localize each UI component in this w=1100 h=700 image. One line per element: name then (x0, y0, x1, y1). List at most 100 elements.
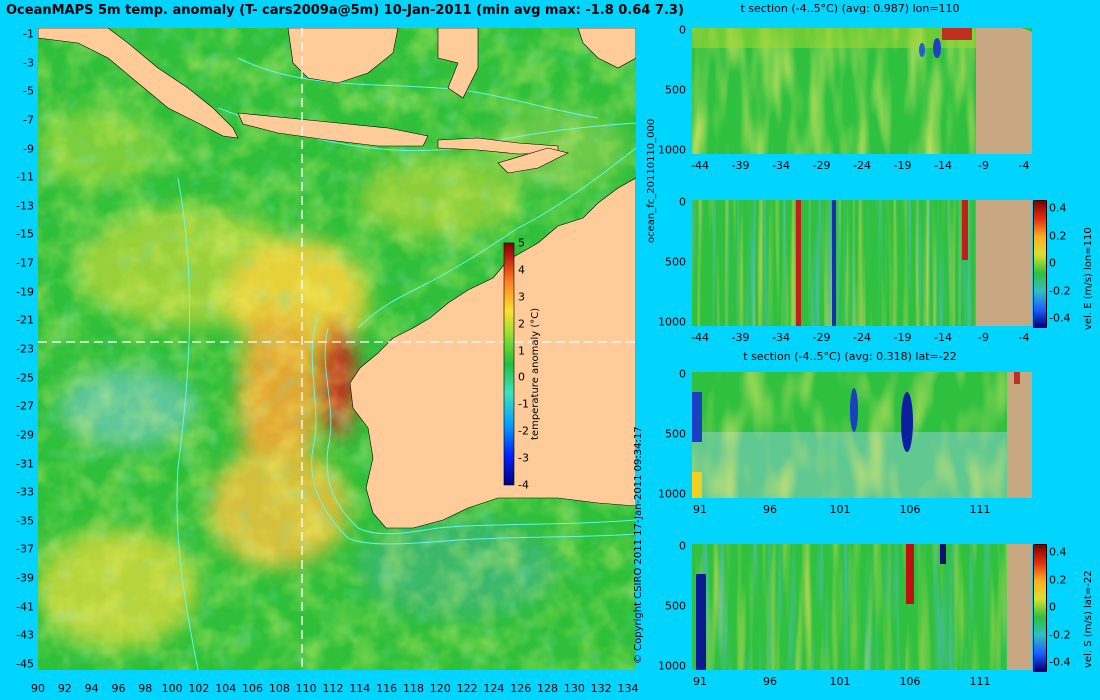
depth-tick-label: 500 (665, 83, 686, 97)
map-colorbar-label: temperature anomaly (°C) (530, 307, 541, 440)
lon-tick-label: 108 (268, 682, 290, 695)
section-x-tick-label: -44 (691, 159, 709, 172)
lat-tick-label: -5 (23, 84, 34, 98)
velocity-colorbar-tick: -0.2 (1049, 628, 1071, 641)
section-x-tick-label: -14 (934, 159, 952, 172)
temperature-anomaly-map (38, 28, 636, 670)
depth-tick-label: 1000 (658, 487, 686, 501)
land (38, 28, 636, 529)
lon-tick-label: 130 (563, 682, 585, 695)
section-x-tick-label: 96 (763, 675, 777, 688)
section-x-tick-label: -19 (893, 331, 912, 344)
lat-tick-label: -19 (16, 285, 34, 299)
lon-tick-label: 128 (537, 682, 559, 695)
section-x-tick-label: -39 (731, 331, 750, 344)
lon-tick-label: 96 (111, 682, 126, 695)
colorbar-tick-label: -1 (518, 397, 529, 411)
depth-tick-label: 0 (679, 23, 686, 37)
lat-tick-label: -15 (16, 227, 34, 241)
lat-tick-label: -39 (16, 571, 34, 585)
section-x-tick-label: -39 (731, 159, 750, 172)
velocity-colorbar-tick: -0.2 (1049, 284, 1071, 297)
australia-landmass (349, 177, 636, 529)
t-section-lon-panel (692, 28, 1032, 154)
lon-tick-label: 124 (483, 682, 505, 695)
depth-tick-label: 0 (679, 367, 686, 381)
new-guinea-edge (577, 28, 636, 69)
lat-tick-label: -27 (16, 399, 34, 413)
section-x-tick-label: 101 (829, 503, 851, 516)
java-landmass (237, 112, 429, 147)
lat-tick-label: -35 (16, 514, 34, 528)
vel-s-section-plot (692, 544, 1032, 670)
section-x-tick-label: -9 (978, 331, 989, 344)
lat-tick-label: -25 (16, 371, 34, 385)
depth-tick-label: 500 (665, 427, 686, 441)
lon-tick-label: 100 (161, 682, 183, 695)
lat-tick-label: -41 (16, 600, 34, 614)
colorbar-tick-label: 2 (518, 317, 525, 331)
depth-tick-label: 0 (679, 195, 686, 209)
section-x-tick-label: -29 (812, 159, 831, 172)
lon-tick-label: 122 (456, 682, 478, 695)
lon-tick-label: 110 (295, 682, 317, 695)
colorbar-tick-label: 5 (518, 236, 525, 250)
lat-tick-label: -31 (16, 457, 34, 471)
section-x-tick-label: 101 (829, 675, 851, 688)
depth-tick-label: 500 (665, 255, 686, 269)
t-section-lat-panel (692, 372, 1032, 498)
section-x-tick-label: -4 (1018, 159, 1030, 172)
copyright-label: © Copyright CSIRO 2011 17-Jan-2011 09:34… (633, 426, 644, 664)
section-x-tick-label: -4 (1018, 331, 1030, 344)
colorbar-tick-label: 1 (518, 344, 525, 358)
section-x-tick-label: -14 (934, 331, 952, 344)
colorbar-tick-label: 3 (518, 290, 525, 304)
vel-e-section-plot (692, 200, 1032, 326)
section-x-tick-label: -44 (691, 331, 709, 344)
lat-tick-label: -9 (23, 142, 34, 156)
lat-tick-label: -37 (16, 542, 34, 556)
depth-tick-label: 1000 (658, 143, 686, 157)
section-x-tick-label: -19 (893, 159, 912, 172)
lon-tick-label: 118 (402, 682, 424, 695)
lat-tick-label: -29 (16, 428, 34, 442)
lon-tick-label: 104 (215, 682, 237, 695)
t-section-lat-plot (692, 372, 1032, 498)
lat-tick-label: -13 (16, 199, 34, 213)
section-x-tick-label: 111 (969, 675, 991, 688)
vel-s-colorbar-label: vel. S (m/s) lat=-22 (1083, 570, 1094, 668)
colorbar-tick-label: -3 (518, 451, 529, 465)
vel-e-colorbar-label: vel. E (m/s) lon=110 (1083, 227, 1094, 330)
lon-tick-label: 134 (617, 682, 639, 695)
vel-s-section-panel (692, 544, 1032, 670)
velocity-colorbar-tick: 0.4 (1049, 201, 1067, 215)
vel-s-colorbar (1033, 544, 1047, 672)
colorbar-tick-label: 0 (518, 370, 525, 384)
lon-tick-label: 92 (57, 682, 72, 695)
panel-3-title: t section (-4..5°C) (avg: 0.318) lat=-22 (743, 350, 957, 363)
colorbar-tick-label: -2 (518, 424, 529, 438)
vel-e-section-panel (692, 200, 1032, 326)
velocity-colorbar-tick: 0.4 (1049, 545, 1067, 559)
colorbar-tick-label: -4 (518, 478, 529, 492)
section-x-tick-label: -29 (812, 331, 831, 344)
lat-tick-label: -45 (16, 657, 34, 671)
section-x-tick-label: -34 (772, 331, 790, 344)
map-colorbar (503, 242, 515, 486)
lat-tick-label: -33 (16, 485, 34, 499)
lon-tick-label: 114 (349, 682, 371, 695)
lat-tick-label: -3 (23, 56, 34, 70)
section-x-tick-label: -34 (772, 159, 790, 172)
run-id-label: ocean_fc_20110110_000 (646, 118, 657, 243)
lon-tick-label: 116 (376, 682, 398, 695)
lat-tick-label: -23 (16, 342, 34, 356)
vel-e-colorbar (1033, 200, 1047, 328)
lon-tick-label: 102 (188, 682, 210, 695)
depth-tick-label: 1000 (658, 315, 686, 329)
lat-tick-label: -43 (16, 628, 34, 642)
velocity-colorbar-tick: -0.4 (1049, 655, 1071, 669)
map-svg (38, 28, 636, 670)
lat-tick-label: -17 (16, 256, 34, 270)
colorbar-tick-label: 4 (518, 263, 525, 277)
depth-tick-label: 0 (679, 539, 686, 553)
